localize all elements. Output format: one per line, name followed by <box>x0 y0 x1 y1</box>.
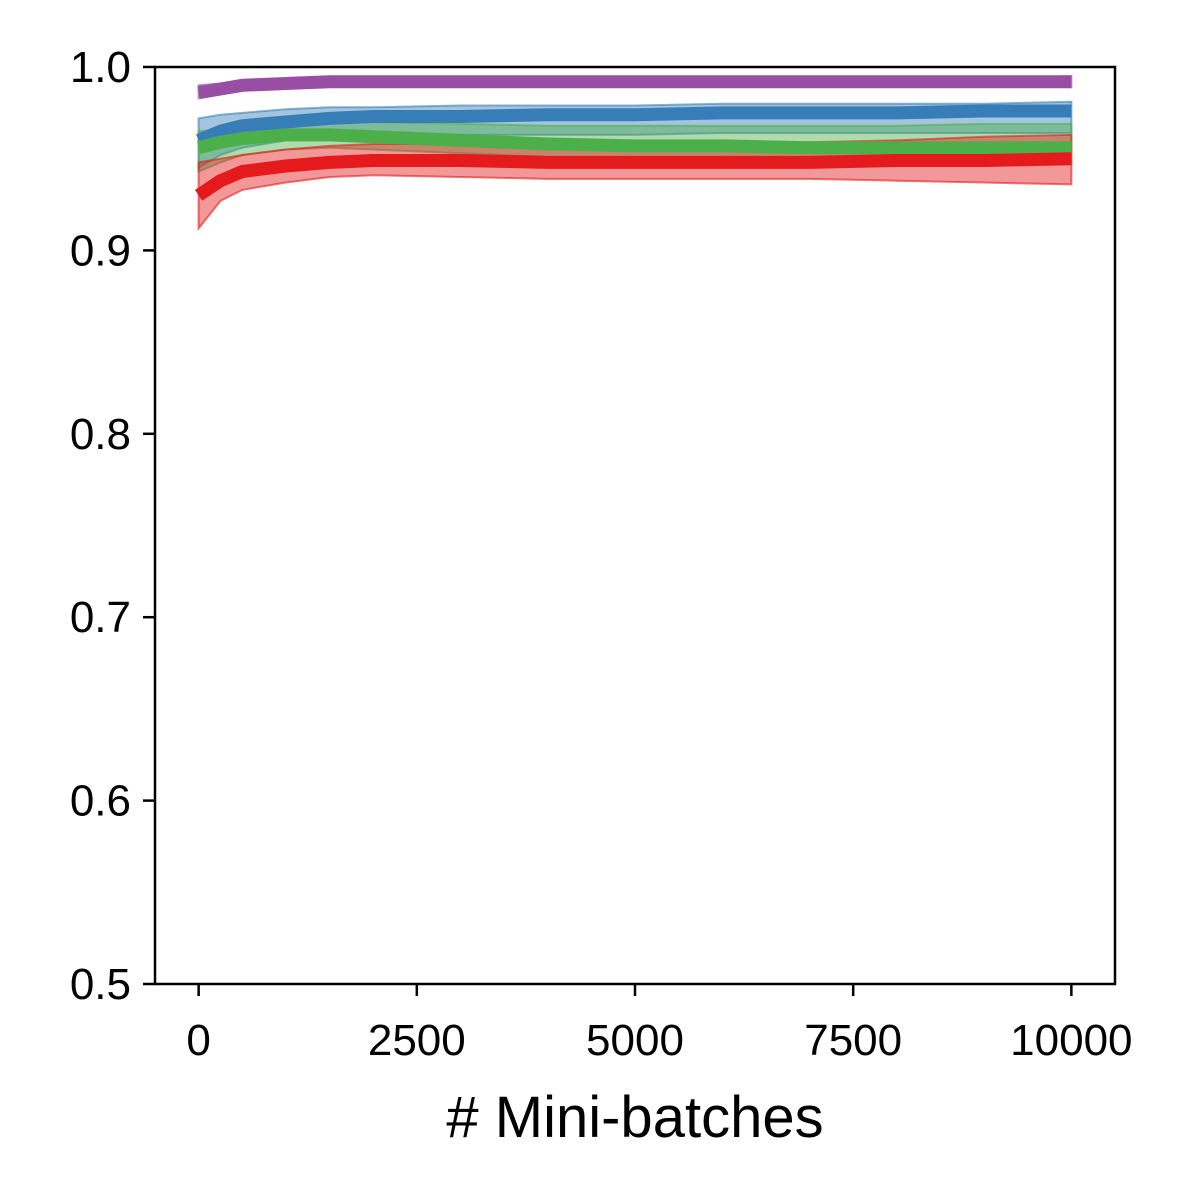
x-tick-label: 5000 <box>586 1016 684 1065</box>
plot-area-frame <box>153 65 1117 986</box>
x-tick-label: 2500 <box>368 1016 466 1065</box>
series-4-line <box>194 152 1072 201</box>
y-tick-label: 0.8 <box>70 410 131 459</box>
x-axis-ticks: 0 2500 5000 7500 10000 <box>186 984 1133 1065</box>
y-tick-label: 0.5 <box>70 960 131 1009</box>
x-tick-label: 7500 <box>804 1016 902 1065</box>
series-1-line <box>197 75 1072 100</box>
series-lines <box>194 75 1072 201</box>
y-tick-label: 0.7 <box>70 593 131 642</box>
series-2-line <box>196 104 1072 147</box>
y-tick-label: 0.9 <box>70 226 131 275</box>
x-tick-label: 10000 <box>1010 1016 1132 1065</box>
y-axis-ticks: 0.5 0.6 0.7 0.8 0.9 1.0 <box>70 43 155 1009</box>
x-axis-title: # Mini-batches <box>446 1085 823 1150</box>
y-tick-label: 0.6 <box>70 777 131 826</box>
y-tick-label: 1.0 <box>70 43 131 92</box>
x-tick-label: 0 <box>186 1016 210 1065</box>
series-3-line <box>197 128 1072 155</box>
